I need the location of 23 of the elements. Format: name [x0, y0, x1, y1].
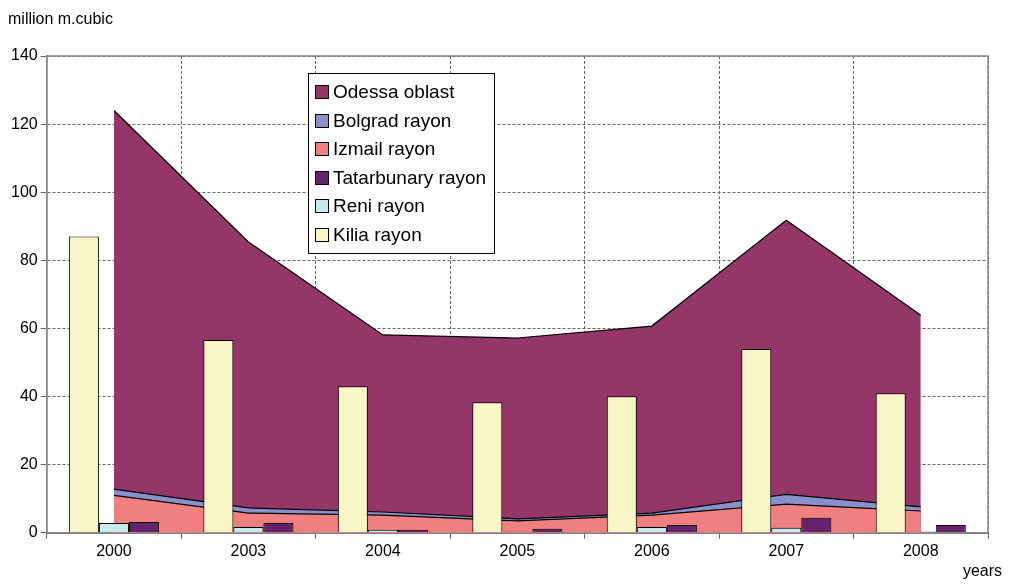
x-tick-label: 2003 [230, 541, 267, 559]
legend-label: Odessa oblast [333, 80, 455, 104]
y-tick-label: 120 [10, 114, 38, 132]
y-tick-label: 20 [19, 455, 38, 473]
x-tick-label: 2007 [768, 541, 805, 559]
y-tick-label: 140 [10, 46, 38, 64]
legend-label: Kilia rayon [333, 222, 422, 247]
legend-label: Reni rayon [333, 194, 425, 218]
y-tick-label: 0 [28, 523, 38, 541]
x-tick-label: 2005 [499, 541, 536, 559]
x-tick-label: 2000 [96, 541, 132, 559]
legend-label: Tatarbunary rayon [333, 165, 487, 190]
y-tick-label: 100 [10, 182, 38, 200]
y-tick-label: 60 [19, 318, 38, 336]
x-tick-label: 2004 [365, 541, 401, 559]
legend-label: Izmail rayon [333, 137, 436, 161]
legend-label: Bolgrad rayon [333, 108, 452, 133]
y-tick-label: 80 [19, 250, 38, 268]
x-tick-label: 2008 [902, 541, 939, 559]
y-tick-label: 40 [19, 386, 38, 404]
x-tick-label: 2006 [634, 541, 670, 559]
y-axis-title: million m.cubic [8, 10, 113, 28]
x-axis-title: years [962, 562, 1002, 580]
